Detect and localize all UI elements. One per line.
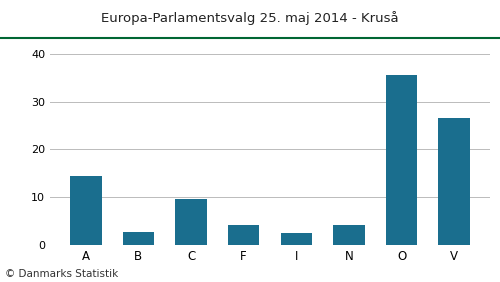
Bar — [70, 176, 102, 245]
Text: Europa-Parlamentsvalg 25. maj 2014 - Kruså: Europa-Parlamentsvalg 25. maj 2014 - Kru… — [101, 11, 399, 25]
Bar — [228, 225, 260, 245]
Bar — [438, 118, 470, 245]
Bar — [122, 232, 154, 245]
Bar — [333, 225, 364, 245]
Text: © Danmarks Statistik: © Danmarks Statistik — [5, 269, 118, 279]
Bar — [280, 233, 312, 245]
Bar — [176, 199, 207, 245]
Bar — [386, 75, 418, 245]
